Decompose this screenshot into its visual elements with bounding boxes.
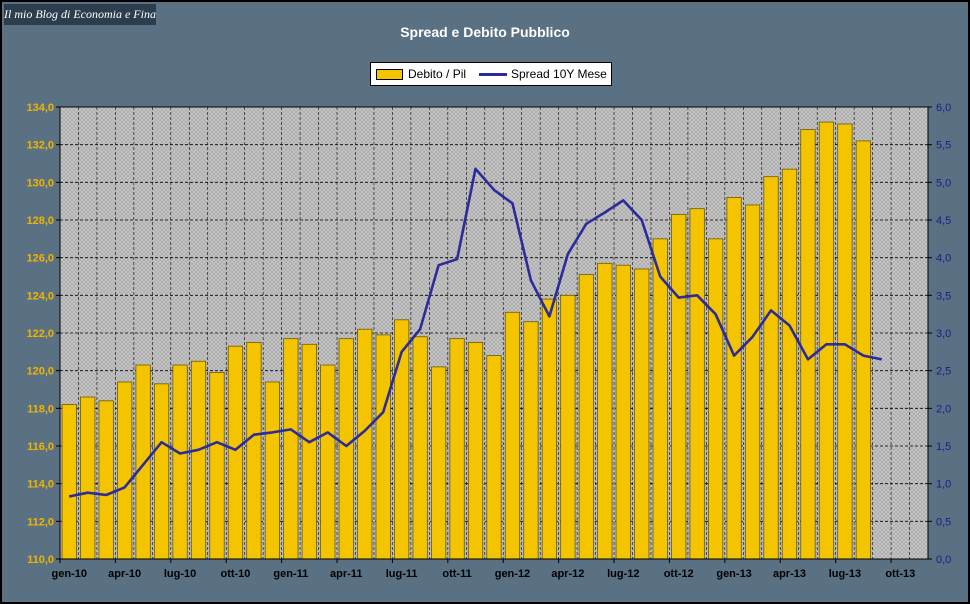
x-tick-label: ott-12 bbox=[664, 568, 694, 580]
y-right-tick-label: 2,5 bbox=[936, 366, 951, 378]
blog-name-label: Il mio Blog di Economia e Finanza bbox=[4, 4, 156, 25]
bar-debito bbox=[837, 123, 853, 560]
x-tick-label: lug-10 bbox=[164, 568, 196, 580]
bar-debito bbox=[781, 168, 798, 560]
bar-debito bbox=[190, 360, 207, 560]
bar-debito bbox=[61, 404, 77, 560]
y-left-tick-label: 112,0 bbox=[27, 516, 54, 528]
bar-debito bbox=[320, 364, 336, 560]
bar-debito bbox=[763, 176, 779, 560]
bar-debito bbox=[338, 338, 354, 560]
y-left-tick-label: 116,0 bbox=[27, 441, 54, 453]
x-tick-label: apr-11 bbox=[330, 568, 362, 580]
y-right-tick-label: 5,5 bbox=[936, 140, 951, 152]
bar-debito bbox=[283, 338, 299, 560]
bar-debito bbox=[301, 343, 317, 560]
x-tick-label: gen-11 bbox=[273, 568, 308, 580]
x-tick-label: apr-13 bbox=[773, 568, 806, 580]
bar-debito bbox=[467, 342, 484, 560]
bar-debito bbox=[652, 238, 668, 560]
bar-debito bbox=[744, 204, 761, 560]
bar-debito bbox=[246, 342, 262, 560]
bar-debito bbox=[671, 213, 687, 560]
y-left-tick-label: 128,0 bbox=[26, 215, 54, 227]
y-left-tick-label: 110,0 bbox=[27, 554, 54, 566]
y-right-tick-label: 2,0 bbox=[936, 403, 951, 415]
bar-debito bbox=[689, 208, 705, 560]
bar-debito bbox=[375, 334, 391, 560]
bar-debito bbox=[98, 400, 114, 560]
y-left-tick-label: 118,0 bbox=[27, 403, 54, 415]
y-left-tick-label: 134,0 bbox=[26, 102, 54, 114]
y-right-tick-label: 0,0 bbox=[936, 554, 951, 566]
x-tick-label: gen-12 bbox=[495, 568, 530, 580]
x-tick-label: gen-10 bbox=[51, 568, 86, 580]
y-right-tick-label: 4,0 bbox=[936, 253, 951, 265]
bar-debito bbox=[504, 311, 521, 560]
bar-debito bbox=[800, 129, 816, 560]
bar-debito bbox=[117, 381, 133, 560]
bar-debito bbox=[209, 372, 225, 560]
bar-debito bbox=[541, 298, 558, 560]
bar-debito bbox=[560, 294, 576, 560]
bar-debito bbox=[634, 268, 650, 560]
bar-debito bbox=[449, 338, 465, 560]
bar-debito bbox=[855, 140, 871, 560]
line-spread bbox=[68, 167, 883, 498]
y-left-tick-label: 130,0 bbox=[26, 177, 54, 189]
legend-item-spread: Spread 10Y Mese bbox=[479, 63, 611, 85]
bar-debito bbox=[523, 321, 539, 560]
bar-debito bbox=[80, 396, 96, 560]
x-tick-label: apr-10 bbox=[108, 568, 141, 580]
bar-debito bbox=[726, 196, 742, 560]
x-tick-label: gen-13 bbox=[716, 568, 751, 580]
x-tick-label: ott-13 bbox=[885, 568, 915, 580]
x-tick-label: lug-13 bbox=[829, 568, 861, 580]
legend-label-debito: Debito / Pil bbox=[408, 67, 467, 81]
y-left-tick-label: 124,0 bbox=[26, 290, 54, 302]
y-left-tick-label: 120,0 bbox=[26, 366, 54, 378]
x-tick-label: lug-11 bbox=[386, 568, 418, 580]
y-left-tick-label: 126,0 bbox=[26, 253, 54, 265]
y-right-tick-label: 3,0 bbox=[936, 328, 951, 340]
bar-debito bbox=[264, 381, 280, 560]
y-right-tick-label: 0,5 bbox=[936, 516, 951, 528]
chart-title: Spread e Debito Pubblico bbox=[400, 24, 570, 40]
bar-debito bbox=[412, 336, 428, 560]
legend-label-spread: Spread 10Y Mese bbox=[511, 67, 607, 81]
bar-debito bbox=[818, 121, 835, 560]
x-tick-label: ott-11 bbox=[442, 568, 471, 580]
x-tick-label: lug-12 bbox=[607, 568, 639, 580]
y-right-tick-label: 4,5 bbox=[936, 215, 951, 227]
legend-bar-swatch bbox=[376, 69, 403, 80]
y-right-tick-label: 1,0 bbox=[936, 479, 951, 491]
x-tick-label: ott-10 bbox=[220, 568, 250, 580]
legend-item-debito: Debito / Pil bbox=[371, 63, 481, 85]
x-tick-label: apr-12 bbox=[551, 568, 584, 580]
bar-debito bbox=[153, 383, 170, 560]
y-right-tick-label: 5,0 bbox=[936, 177, 951, 189]
bar-debito bbox=[708, 238, 724, 560]
bar-debito bbox=[172, 364, 188, 560]
chart-legend: Debito / Pil Spread 10Y Mese bbox=[370, 62, 612, 86]
y-right-tick-label: 1,5 bbox=[936, 441, 951, 453]
bar-debito bbox=[357, 328, 373, 560]
bar-debito bbox=[578, 274, 594, 560]
bar-debito bbox=[227, 345, 244, 560]
bar-debito bbox=[430, 366, 447, 560]
y-right-tick-label: 3,5 bbox=[936, 290, 951, 302]
y-left-tick-label: 122,0 bbox=[26, 328, 54, 340]
y-right-tick-label: 6,0 bbox=[936, 102, 951, 114]
bar-debito bbox=[615, 264, 631, 560]
legend-line-swatch bbox=[479, 73, 507, 76]
bar-debito bbox=[135, 364, 151, 560]
y-left-tick-label: 132,0 bbox=[26, 140, 54, 152]
bar-debito bbox=[486, 355, 502, 560]
y-left-tick-label: 114,0 bbox=[27, 479, 54, 491]
bar-debito bbox=[597, 262, 613, 560]
